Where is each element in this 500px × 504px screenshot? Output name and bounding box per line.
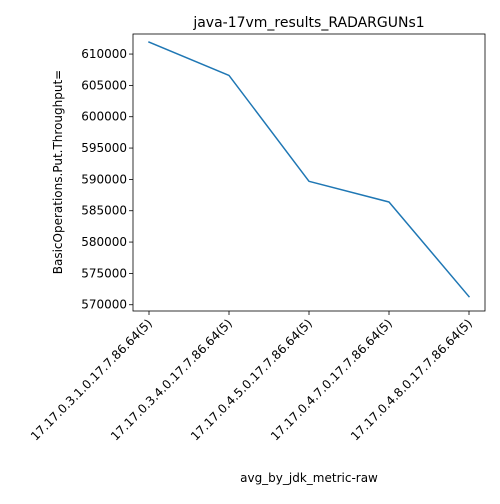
y-tick-label: 575000	[81, 266, 127, 280]
y-tick-label: 570000	[81, 298, 127, 312]
y-axis-label: BasicOperations.Put.Throughput=	[51, 70, 65, 274]
y-tick-label: 595000	[81, 141, 127, 155]
y-tick-label: 600000	[81, 110, 127, 124]
y-tick-label: 590000	[81, 172, 127, 186]
y-tick-label: 605000	[81, 78, 127, 92]
chart-title: java-17vm_results_RADARGUNs1	[192, 15, 424, 31]
y-tick-label: 610000	[81, 47, 127, 61]
y-tick-label: 585000	[81, 204, 127, 218]
y-tick-label: 580000	[81, 235, 127, 249]
x-axis-label: avg_by_jdk_metric-raw	[240, 471, 378, 485]
